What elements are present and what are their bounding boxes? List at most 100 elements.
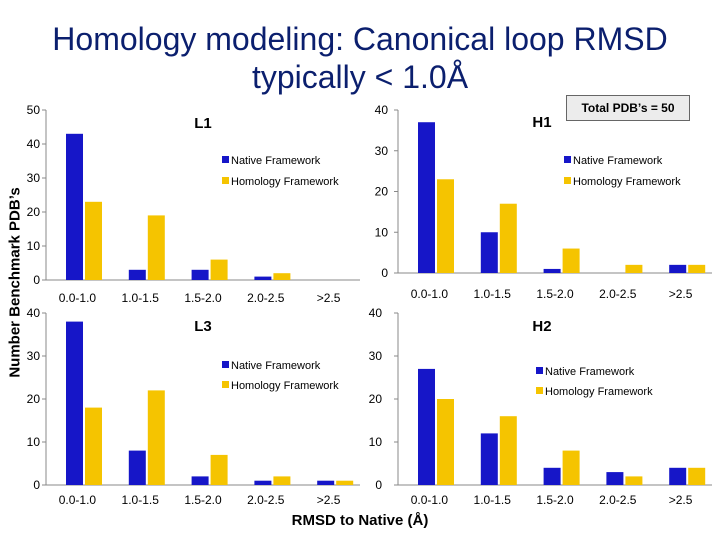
total-pdbs-note: Total PDB’s = 50	[566, 95, 690, 121]
slide-title: Homology modeling: Canonical loop RMSD t…	[0, 20, 720, 96]
l3-homology-bar	[147, 390, 165, 485]
h2-homology-bar	[562, 450, 580, 485]
l1-native-bar	[191, 269, 209, 280]
l1-legend-native-label: Native Framework	[231, 155, 321, 167]
l1-legend-native-swatch	[222, 156, 229, 163]
h2-category-label: 1.0-1.5	[474, 493, 512, 507]
h2-homology-bar	[437, 399, 454, 485]
h2-y-tick-label: 30	[369, 349, 383, 363]
slide-title-line1: Homology modeling: Canonical loop RMSD	[52, 21, 668, 57]
h2-category-label: >2.5	[669, 493, 693, 507]
l3-category-label: 1.5-2.0	[184, 493, 222, 507]
l1-y-tick-label: 40	[27, 137, 41, 151]
h2-category-label: 0.0-1.0	[411, 493, 449, 507]
l3-category-label: >2.5	[317, 493, 341, 507]
h2-native-bar	[480, 433, 498, 485]
l3-native-bar	[254, 480, 272, 485]
l3-native-bar	[317, 480, 335, 485]
l1-y-tick-label: 10	[27, 239, 41, 253]
l3-y-tick-label: 10	[27, 435, 41, 449]
h1-category-label: >2.5	[669, 287, 693, 301]
l3-category-label: 0.0-1.0	[59, 493, 97, 507]
h1-homology-bar	[562, 248, 580, 273]
l1-homology-bar	[210, 259, 228, 280]
h1-category-label: 0.0-1.0	[411, 287, 449, 301]
l3-legend-homology-label: Homology Framework	[231, 380, 339, 392]
l3-homology-bar	[210, 454, 228, 485]
h2-y-tick-label: 0	[375, 478, 382, 492]
h2-legend-homology-label: Homology Framework	[545, 386, 653, 398]
h2-y-tick-label: 40	[369, 306, 383, 320]
x-axis-label: RMSD to Native (Å)	[291, 512, 429, 529]
h2-native-bar	[418, 368, 435, 485]
h2-panel-title: H2	[532, 318, 551, 335]
h1-panel-title: H1	[532, 114, 551, 131]
l1-category-label: 1.0-1.5	[122, 291, 160, 305]
h1-y-tick-label: 30	[375, 144, 389, 158]
l3-panel-title: L3	[194, 318, 212, 335]
l3-y-tick-label: 30	[27, 349, 41, 363]
h1-native-bar	[543, 268, 561, 273]
l3-legend-homology-swatch	[222, 381, 229, 388]
h1-homology-bar	[625, 264, 643, 273]
l1-native-bar	[254, 276, 272, 280]
l1-category-label: 0.0-1.0	[59, 291, 97, 305]
l3-homology-bar	[336, 480, 354, 485]
l1-legend-homology-label: Homology Framework	[231, 176, 339, 188]
l3-y-tick-label: 20	[27, 392, 41, 406]
l3-legend-native-swatch	[222, 361, 229, 368]
h1-category-label: 1.5-2.0	[536, 287, 574, 301]
l3-homology-bar	[85, 407, 102, 485]
h1-legend-native-label: Native Framework	[573, 155, 663, 167]
l3-category-label: 2.0-2.5	[247, 493, 285, 507]
h1-category-label: 2.0-2.5	[599, 287, 637, 301]
l1-y-tick-label: 50	[27, 103, 41, 117]
l1-y-tick-label: 0	[33, 273, 40, 287]
h2-homology-bar	[499, 416, 517, 485]
l1-category-label: 2.0-2.5	[247, 291, 285, 305]
h1-y-tick-label: 10	[375, 225, 389, 239]
l1-category-label: 1.5-2.0	[184, 291, 222, 305]
l3-category-label: 1.0-1.5	[122, 493, 160, 507]
h2-legend-native-swatch	[536, 367, 543, 374]
l1-y-tick-label: 20	[27, 205, 41, 219]
h1-y-tick-label: 20	[375, 185, 389, 199]
l3-legend-native-label: Native Framework	[231, 360, 321, 372]
l1-homology-bar	[147, 215, 165, 280]
h2-category-label: 1.5-2.0	[536, 493, 574, 507]
h2-homology-bar	[688, 467, 706, 485]
h2-legend-native-label: Native Framework	[545, 366, 635, 378]
l1-native-bar	[128, 269, 146, 280]
h2-legend-homology-swatch	[536, 387, 543, 394]
slide-title-line2: typically < 1.0Å	[251, 59, 469, 95]
l1-homology-bar	[273, 273, 291, 280]
l3-native-bar	[191, 476, 209, 485]
l3-y-tick-label: 40	[27, 306, 41, 320]
l1-native-bar	[66, 133, 83, 280]
h1-native-bar	[418, 122, 435, 273]
h2-homology-bar	[625, 476, 643, 485]
l1-y-tick-label: 30	[27, 171, 41, 185]
l1-legend-homology-swatch	[222, 177, 229, 184]
l1-category-label: >2.5	[317, 291, 341, 305]
h1-native-bar	[669, 264, 687, 273]
l1-homology-bar	[85, 201, 102, 280]
h1-category-label: 1.0-1.5	[474, 287, 512, 301]
h1-homology-bar	[499, 203, 517, 273]
h1-legend-homology-label: Homology Framework	[573, 176, 681, 188]
h1-y-tick-label: 40	[375, 103, 389, 117]
h1-legend-homology-swatch	[564, 177, 571, 184]
l3-native-bar	[66, 321, 83, 485]
h2-category-label: 2.0-2.5	[599, 493, 637, 507]
l1-panel-title: L1	[194, 115, 212, 132]
h2-native-bar	[543, 467, 561, 485]
l3-y-tick-label: 0	[33, 478, 40, 492]
h2-native-bar	[606, 472, 624, 485]
h1-homology-bar	[688, 264, 706, 273]
h2-native-bar	[669, 467, 687, 485]
h1-native-bar	[480, 232, 498, 273]
h1-legend-native-swatch	[564, 156, 571, 163]
h1-y-tick-label: 0	[381, 266, 388, 280]
l3-native-bar	[128, 450, 146, 485]
